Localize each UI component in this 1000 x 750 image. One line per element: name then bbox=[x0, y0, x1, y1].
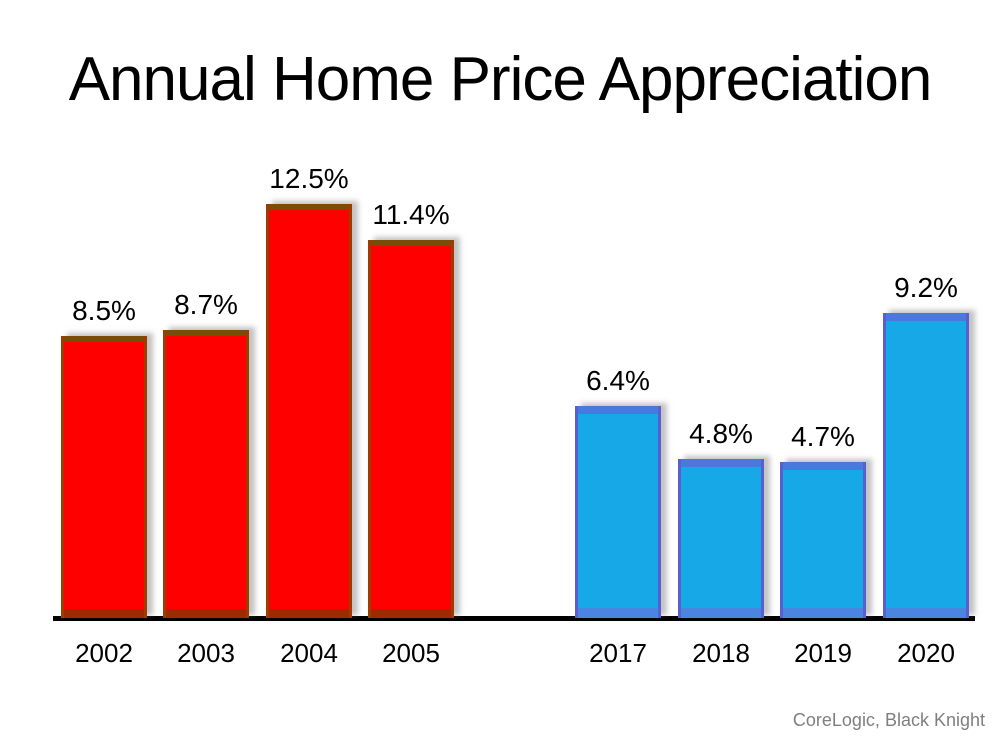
x-tick-2020: 2020 bbox=[897, 638, 955, 668]
bar-2005 bbox=[368, 240, 454, 618]
x-tick-2004: 2004 bbox=[280, 638, 338, 668]
x-tick-2018: 2018 bbox=[692, 638, 750, 668]
value-label-2002: 8.5% bbox=[72, 295, 136, 326]
value-label-2020: 9.2% bbox=[894, 272, 958, 303]
bar-bottom-bevel bbox=[783, 608, 863, 618]
x-tick-2019: 2019 bbox=[794, 638, 852, 668]
bar-bottom-bevel bbox=[64, 609, 144, 618]
value-label-2019: 4.7% bbox=[791, 421, 855, 452]
bar-bottom-bevel bbox=[578, 608, 658, 618]
bar-bottom-bevel bbox=[166, 609, 246, 618]
bar-2019 bbox=[780, 462, 866, 618]
value-label-2003: 8.7% bbox=[174, 289, 238, 320]
bar-2003 bbox=[163, 330, 249, 618]
bar-bottom-bevel bbox=[371, 609, 451, 618]
bar-2002 bbox=[61, 336, 147, 618]
bar-bottom-bevel bbox=[886, 608, 966, 618]
bar-top-bevel bbox=[166, 330, 246, 336]
x-axis-line bbox=[53, 616, 975, 621]
bar-top-bevel bbox=[578, 406, 658, 414]
bar-top-bevel bbox=[681, 459, 761, 467]
bar-top-bevel bbox=[371, 240, 451, 246]
bar-2020 bbox=[883, 313, 969, 618]
chart-title: Annual Home Price Appreciation bbox=[68, 45, 933, 114]
bar-top-bevel bbox=[64, 336, 144, 342]
bar-top-bevel bbox=[269, 204, 349, 210]
bar-2004 bbox=[266, 204, 352, 618]
x-tick-2005: 2005 bbox=[382, 638, 440, 668]
x-tick-2017: 2017 bbox=[589, 638, 647, 668]
bar-2017 bbox=[575, 406, 661, 618]
value-label-2005: 11.4% bbox=[372, 199, 450, 230]
value-label-2018: 4.8% bbox=[689, 418, 753, 449]
x-tick-2002: 2002 bbox=[75, 638, 133, 668]
bar-top-bevel bbox=[783, 462, 863, 470]
value-label-2017: 6.4% bbox=[586, 365, 650, 396]
bar-top-bevel bbox=[886, 313, 966, 321]
bar-bottom-bevel bbox=[681, 608, 761, 618]
x-tick-2003: 2003 bbox=[177, 638, 235, 668]
source-attribution: CoreLogic, Black Knight bbox=[792, 710, 985, 730]
bar-2018 bbox=[678, 459, 764, 618]
bar-bottom-bevel bbox=[269, 609, 349, 618]
value-label-2004: 12.5% bbox=[269, 163, 349, 194]
